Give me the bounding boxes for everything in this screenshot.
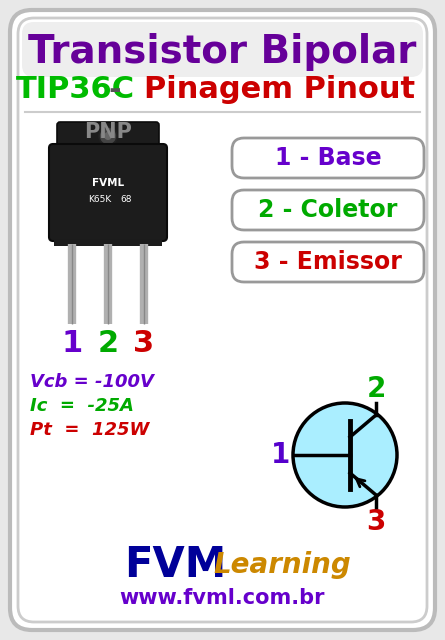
Circle shape bbox=[104, 132, 112, 140]
FancyBboxPatch shape bbox=[18, 18, 427, 622]
Text: Pt  =  125W: Pt = 125W bbox=[30, 421, 150, 439]
Bar bbox=[54, 240, 162, 246]
FancyBboxPatch shape bbox=[232, 190, 424, 230]
Text: FVM: FVM bbox=[124, 544, 226, 586]
Text: FVML: FVML bbox=[92, 178, 124, 188]
Circle shape bbox=[99, 127, 117, 145]
Text: 2 - Coletor: 2 - Coletor bbox=[258, 198, 398, 222]
Text: 3: 3 bbox=[366, 508, 386, 536]
FancyBboxPatch shape bbox=[232, 242, 424, 282]
Text: Vcb = -100V: Vcb = -100V bbox=[30, 373, 154, 391]
Circle shape bbox=[293, 403, 397, 507]
Text: Transistor Bipolar: Transistor Bipolar bbox=[28, 33, 416, 71]
Text: 68: 68 bbox=[120, 195, 132, 205]
Text: TIP36C: TIP36C bbox=[16, 76, 134, 104]
Text: Learning: Learning bbox=[213, 551, 351, 579]
Text: 3: 3 bbox=[134, 330, 154, 358]
FancyBboxPatch shape bbox=[10, 10, 435, 630]
Text: Ic  =  -25A: Ic = -25A bbox=[30, 397, 134, 415]
Text: 1 - Base: 1 - Base bbox=[275, 146, 381, 170]
Text: 2: 2 bbox=[97, 330, 118, 358]
FancyBboxPatch shape bbox=[57, 122, 159, 150]
Text: 2: 2 bbox=[366, 375, 386, 403]
Text: 3 - Emissor: 3 - Emissor bbox=[254, 250, 402, 274]
FancyBboxPatch shape bbox=[49, 144, 167, 241]
Text: PNP: PNP bbox=[84, 122, 132, 142]
Text: www.fvml.com.br: www.fvml.com.br bbox=[119, 588, 325, 608]
Text: 1: 1 bbox=[61, 330, 83, 358]
Text: Pinagem Pinout: Pinagem Pinout bbox=[145, 76, 416, 104]
FancyBboxPatch shape bbox=[232, 138, 424, 178]
FancyBboxPatch shape bbox=[22, 22, 423, 77]
Text: -: - bbox=[109, 76, 121, 104]
Text: 1: 1 bbox=[271, 441, 291, 469]
Text: K65K: K65K bbox=[89, 195, 112, 205]
